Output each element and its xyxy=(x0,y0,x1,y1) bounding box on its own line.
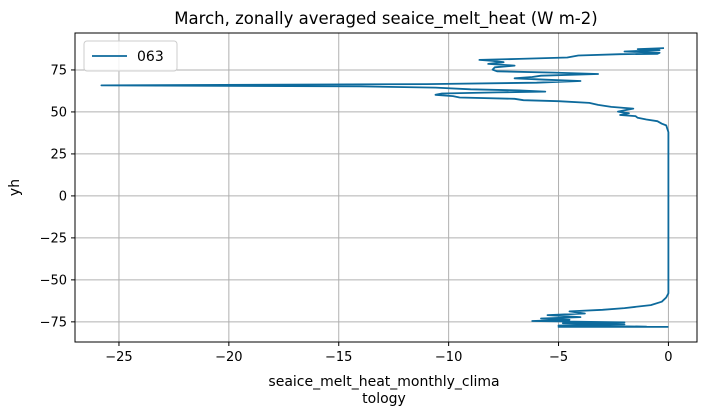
x-tick-label: −25 xyxy=(105,350,132,365)
x-tick-label: −5 xyxy=(549,350,568,365)
x-tick-label: −20 xyxy=(215,350,242,365)
series-line-063 xyxy=(100,47,670,328)
tick-marks xyxy=(71,69,669,346)
y-tick-label: −75 xyxy=(40,315,67,330)
legend-box xyxy=(83,40,178,72)
axes-frame xyxy=(74,32,698,343)
x-tick-label: −15 xyxy=(325,350,352,365)
y-tick-label: −50 xyxy=(40,273,67,288)
series-layer xyxy=(100,47,670,328)
x-tick-label: 0 xyxy=(664,350,672,365)
y-tick-label: 25 xyxy=(50,147,67,162)
y-tick-label: 75 xyxy=(50,63,67,78)
x-axis-label-line-2: tology xyxy=(362,391,406,407)
x-tick-label: −10 xyxy=(435,350,462,365)
legend: 063 xyxy=(83,40,178,72)
y-tick-label: −25 xyxy=(40,231,67,246)
y-tick-label: 50 xyxy=(50,105,67,120)
x-axis-label-line-1: seaice_melt_heat_monthly_clima xyxy=(268,374,499,390)
y-tick-label: 0 xyxy=(59,189,67,204)
y-axis-label: yh xyxy=(7,179,23,196)
legend-label-063: 063 xyxy=(137,49,164,65)
chart-title: March, zonally averaged seaice_melt_heat… xyxy=(174,9,597,29)
